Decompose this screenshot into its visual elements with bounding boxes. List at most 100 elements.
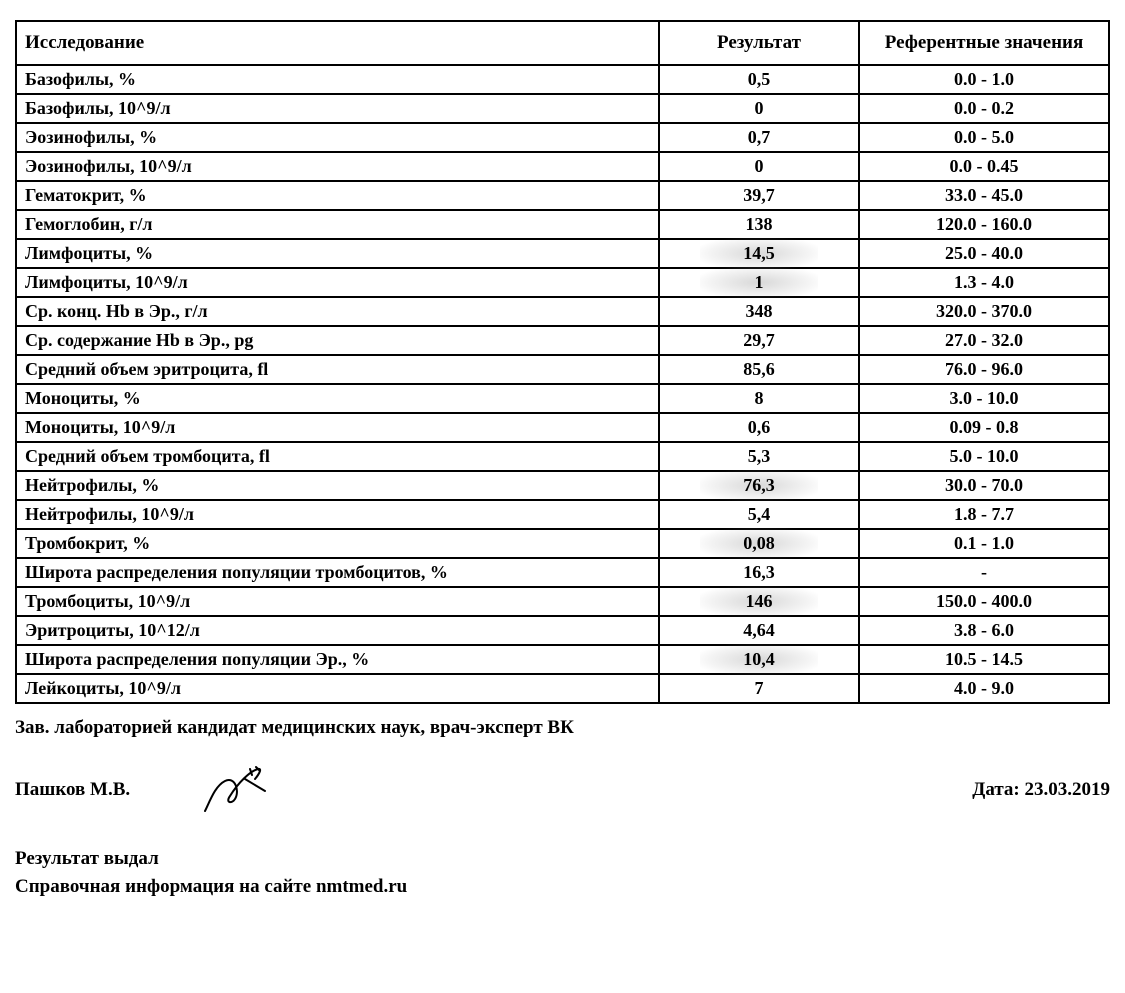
cell-reference: 5.0 - 10.0 bbox=[859, 442, 1109, 471]
cell-test-name: Ср. содержание Hb в Эр., pg bbox=[16, 326, 659, 355]
cell-result: 146 bbox=[659, 587, 859, 616]
cell-test-name: Широта распределения популяции Эр., % bbox=[16, 645, 659, 674]
table-row: Широта распределения популяции тромбоцит… bbox=[16, 558, 1109, 587]
cell-test-name: Эозинофилы, 10^9/л bbox=[16, 152, 659, 181]
cell-test-name: Гемоглобин, г/л bbox=[16, 210, 659, 239]
cell-reference: 0.0 - 1.0 bbox=[859, 65, 1109, 94]
cell-test-name: Ср. конц. Hb в Эр., г/л bbox=[16, 297, 659, 326]
table-row: Гематокрит, %39,733.0 - 45.0 bbox=[16, 181, 1109, 210]
cell-reference: 0.0 - 5.0 bbox=[859, 123, 1109, 152]
cell-reference: 33.0 - 45.0 bbox=[859, 181, 1109, 210]
results-table: Исследование Результат Референтные значе… bbox=[15, 20, 1110, 704]
cell-result: 5,4 bbox=[659, 500, 859, 529]
cell-test-name: Нейтрофилы, % bbox=[16, 471, 659, 500]
cell-reference: 4.0 - 9.0 bbox=[859, 674, 1109, 703]
cell-reference: 0.09 - 0.8 bbox=[859, 413, 1109, 442]
table-row: Тромбокрит, %0,080.1 - 1.0 bbox=[16, 529, 1109, 558]
cell-result: 0 bbox=[659, 152, 859, 181]
table-row: Эозинофилы, %0,70.0 - 5.0 bbox=[16, 123, 1109, 152]
cell-reference: 0.0 - 0.45 bbox=[859, 152, 1109, 181]
cell-reference: 150.0 - 400.0 bbox=[859, 587, 1109, 616]
cell-result: 0,08 bbox=[659, 529, 859, 558]
cell-reference: 1.3 - 4.0 bbox=[859, 268, 1109, 297]
cell-test-name: Широта распределения популяции тромбоцит… bbox=[16, 558, 659, 587]
table-row: Широта распределения популяции Эр., %10,… bbox=[16, 645, 1109, 674]
table-row: Нейтрофилы, 10^9/л5,41.8 - 7.7 bbox=[16, 500, 1109, 529]
cell-reference: 0.1 - 1.0 bbox=[859, 529, 1109, 558]
lab-head-title: Зав. лабораторией кандидат медицинских н… bbox=[15, 714, 1110, 743]
col-test: Исследование bbox=[16, 21, 659, 65]
table-row: Средний объем тромбоцита, fl5,35.0 - 10.… bbox=[16, 442, 1109, 471]
table-header-row: Исследование Результат Референтные значе… bbox=[16, 21, 1109, 65]
cell-test-name: Средний объем эритроцита, fl bbox=[16, 355, 659, 384]
cell-test-name: Нейтрофилы, 10^9/л bbox=[16, 500, 659, 529]
col-reference: Референтные значения bbox=[859, 21, 1109, 65]
cell-reference: 27.0 - 32.0 bbox=[859, 326, 1109, 355]
website-info: Справочная информация на сайте nmtmed.ru bbox=[15, 873, 1110, 902]
cell-result: 29,7 bbox=[659, 326, 859, 355]
cell-test-name: Моноциты, % bbox=[16, 384, 659, 413]
issued-by-label: Результат выдал bbox=[15, 845, 1110, 874]
table-row: Средний объем эритроцита, fl85,676.0 - 9… bbox=[16, 355, 1109, 384]
cell-test-name: Лейкоциты, 10^9/л bbox=[16, 674, 659, 703]
cell-result: 348 bbox=[659, 297, 859, 326]
table-row: Лимфоциты, 10^9/л11.3 - 4.0 bbox=[16, 268, 1109, 297]
signature-row: Пашков М.В. Дата: 23.03.2019 bbox=[15, 761, 1110, 821]
cell-test-name: Тромбокрит, % bbox=[16, 529, 659, 558]
footer: Зав. лабораторией кандидат медицинских н… bbox=[15, 714, 1110, 902]
cell-result: 14,5 bbox=[659, 239, 859, 268]
cell-result: 1 bbox=[659, 268, 859, 297]
cell-test-name: Лимфоциты, % bbox=[16, 239, 659, 268]
cell-result: 4,64 bbox=[659, 616, 859, 645]
cell-test-name: Тромбоциты, 10^9/л bbox=[16, 587, 659, 616]
cell-reference: 25.0 - 40.0 bbox=[859, 239, 1109, 268]
cell-result: 39,7 bbox=[659, 181, 859, 210]
table-row: Моноциты, 10^9/л0,60.09 - 0.8 bbox=[16, 413, 1109, 442]
cell-reference: 76.0 - 96.0 bbox=[859, 355, 1109, 384]
cell-result: 0,5 bbox=[659, 65, 859, 94]
cell-reference: 3.0 - 10.0 bbox=[859, 384, 1109, 413]
table-row: Тромбоциты, 10^9/л146150.0 - 400.0 bbox=[16, 587, 1109, 616]
cell-test-name: Лимфоциты, 10^9/л bbox=[16, 268, 659, 297]
doctor-name: Пашков М.В. bbox=[15, 776, 130, 805]
cell-reference: 120.0 - 160.0 bbox=[859, 210, 1109, 239]
cell-test-name: Базофилы, % bbox=[16, 65, 659, 94]
cell-result: 5,3 bbox=[659, 442, 859, 471]
cell-reference: 30.0 - 70.0 bbox=[859, 471, 1109, 500]
table-row: Нейтрофилы, %76,330.0 - 70.0 bbox=[16, 471, 1109, 500]
cell-reference: 1.8 - 7.7 bbox=[859, 500, 1109, 529]
cell-reference: 0.0 - 0.2 bbox=[859, 94, 1109, 123]
cell-test-name: Эритроциты, 10^12/л bbox=[16, 616, 659, 645]
table-row: Лейкоциты, 10^9/л74.0 - 9.0 bbox=[16, 674, 1109, 703]
cell-result: 0,7 bbox=[659, 123, 859, 152]
table-row: Моноциты, %83.0 - 10.0 bbox=[16, 384, 1109, 413]
col-result: Результат bbox=[659, 21, 859, 65]
cell-test-name: Моноциты, 10^9/л bbox=[16, 413, 659, 442]
signature-icon bbox=[190, 761, 290, 821]
cell-result: 76,3 bbox=[659, 471, 859, 500]
table-row: Эозинофилы, 10^9/л00.0 - 0.45 bbox=[16, 152, 1109, 181]
cell-result: 85,6 bbox=[659, 355, 859, 384]
cell-reference: - bbox=[859, 558, 1109, 587]
cell-reference: 3.8 - 6.0 bbox=[859, 616, 1109, 645]
cell-result: 0,6 bbox=[659, 413, 859, 442]
cell-result: 138 bbox=[659, 210, 859, 239]
cell-result: 10,4 bbox=[659, 645, 859, 674]
cell-test-name: Средний объем тромбоцита, fl bbox=[16, 442, 659, 471]
cell-test-name: Эозинофилы, % bbox=[16, 123, 659, 152]
table-row: Базофилы, %0,50.0 - 1.0 bbox=[16, 65, 1109, 94]
table-row: Ср. конц. Hb в Эр., г/л348320.0 - 370.0 bbox=[16, 297, 1109, 326]
table-row: Базофилы, 10^9/л00.0 - 0.2 bbox=[16, 94, 1109, 123]
cell-result: 16,3 bbox=[659, 558, 859, 587]
date-label: Дата: 23.03.2019 bbox=[972, 776, 1110, 805]
table-row: Эритроциты, 10^12/л4,643.8 - 6.0 bbox=[16, 616, 1109, 645]
cell-test-name: Гематокрит, % bbox=[16, 181, 659, 210]
cell-result: 8 bbox=[659, 384, 859, 413]
table-row: Гемоглобин, г/л138120.0 - 160.0 bbox=[16, 210, 1109, 239]
cell-reference: 10.5 - 14.5 bbox=[859, 645, 1109, 674]
cell-test-name: Базофилы, 10^9/л bbox=[16, 94, 659, 123]
table-row: Лимфоциты, %14,525.0 - 40.0 bbox=[16, 239, 1109, 268]
table-row: Ср. содержание Hb в Эр., pg29,727.0 - 32… bbox=[16, 326, 1109, 355]
cell-result: 0 bbox=[659, 94, 859, 123]
table-body: Базофилы, %0,50.0 - 1.0Базофилы, 10^9/л0… bbox=[16, 65, 1109, 703]
